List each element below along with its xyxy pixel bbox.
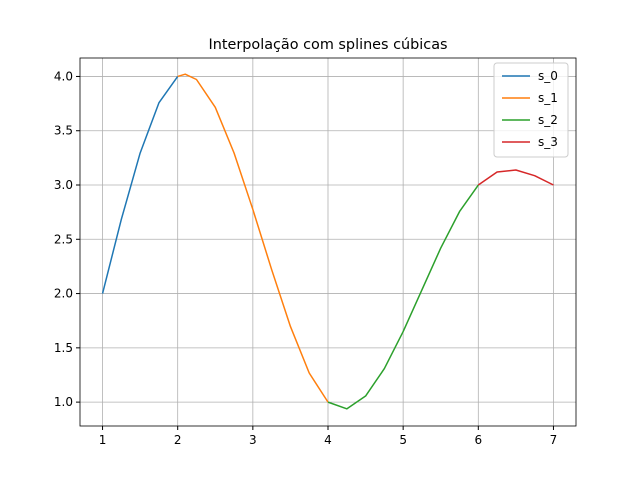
legend-label: s_2: [538, 113, 558, 127]
y-tick-label: 3.0: [54, 178, 73, 192]
x-tick-label: 7: [550, 433, 558, 447]
y-tick-label: 2.0: [54, 287, 73, 301]
line: [101, 76, 179, 294]
y-tick-label: 1.5: [54, 341, 73, 355]
legend-label: s_0: [538, 69, 558, 83]
x-tick-label: 2: [174, 433, 182, 447]
line: [327, 184, 479, 410]
x-tick-label: 6: [474, 433, 482, 447]
plot-frame: [79, 57, 577, 427]
x-tick-label: 5: [399, 433, 407, 447]
line: [177, 73, 329, 403]
legend-label: s_1: [538, 91, 558, 105]
line: [477, 169, 554, 186]
x-tick-label: 3: [249, 433, 257, 447]
legend-label: s_3: [538, 135, 558, 149]
legend-box: [493, 62, 569, 158]
y-tick-label: 3.5: [54, 124, 73, 138]
y-tick-label: 2.5: [54, 232, 73, 246]
y-tick-label: 1.0: [54, 395, 73, 409]
chart-title: Interpolação com splines cúbicas: [208, 37, 447, 53]
x-tick-label: 1: [99, 433, 107, 447]
x-tick-label: 4: [324, 433, 332, 447]
y-tick-label: 4.0: [54, 69, 73, 83]
